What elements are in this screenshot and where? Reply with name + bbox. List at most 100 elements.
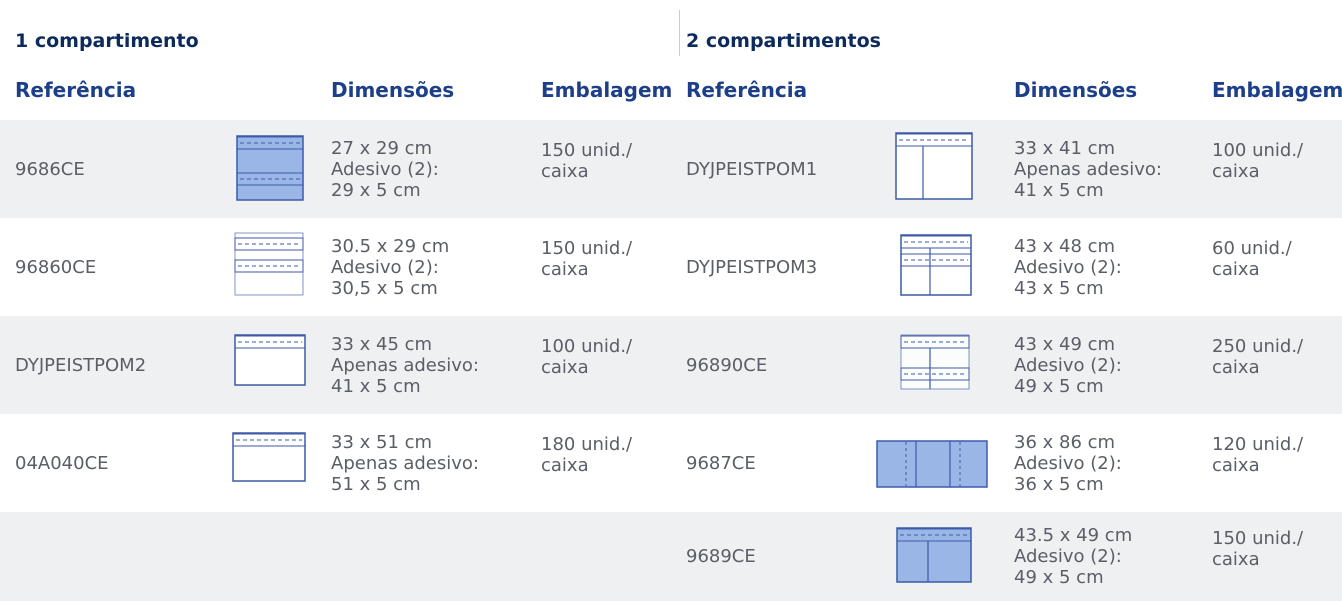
packaging-line: 60 unid./ — [1212, 238, 1292, 259]
column-header: Embalagem — [541, 78, 673, 102]
dimension-line: Adesivo (2): — [1014, 452, 1122, 474]
reference-text: DYJPEISTPOM1 — [686, 158, 818, 180]
reference-text: 9687CE — [686, 452, 756, 474]
dimension-line: 33 x 51 cm — [331, 431, 433, 453]
dimension-line: Apenas adesivo: — [1014, 158, 1162, 180]
dimension-line: Adesivo (2): — [1014, 546, 1122, 567]
row-background — [0, 512, 1342, 601]
reference-text: DYJPEISTPOM2 — [15, 354, 147, 376]
reference: DYJPEISTPOM1 — [686, 120, 817, 218]
dimension-line: 29 x 5 cm — [331, 179, 421, 201]
packaging-line: caixa — [1212, 548, 1260, 570]
dimension-line: 49 x 5 cm — [1014, 567, 1104, 588]
reference-text: 9686CE — [15, 158, 85, 180]
dimension-line: 30,5 x 5 cm — [331, 277, 438, 299]
dimension-line: 30.5 x 29 cm — [331, 235, 450, 257]
packaging-line: 150 unid./ — [1212, 527, 1304, 549]
dimension-line: 36 x 86 cm — [1014, 431, 1116, 453]
packaging: 120 unid./caixa — [1212, 406, 1303, 504]
dimensions: 33 x 41 cm Apenas adesivo: 41 x 5 cm — [1014, 120, 1162, 218]
packaging-line: 100 unid./ — [1212, 140, 1304, 161]
row-background — [0, 316, 1342, 414]
dimension-line: Apenas adesivo: — [331, 354, 479, 376]
reference: 96890CE — [686, 316, 767, 414]
dimensions: 43 x 49 cm Adesivo (2): 49 x 5 cm — [1014, 316, 1122, 414]
dimensions: 43.5 x 49 cm Adesivo (2): 49 x 5 cm — [1014, 512, 1132, 601]
packaging: 100 unid./caixa — [541, 308, 632, 406]
dimension-line: Apenas adesivo: — [331, 452, 479, 474]
packaging: 60 unid./caixa — [1212, 210, 1292, 308]
product-icon — [236, 135, 304, 201]
column-header: Dimensões — [331, 78, 455, 102]
dimension-line: Adesivo (2): — [1014, 354, 1122, 376]
reference: 04A040CE — [15, 414, 109, 512]
packaging-line: caixa — [1212, 455, 1260, 476]
reference-text: 96890CE — [686, 354, 768, 376]
packaging-line: caixa — [541, 259, 589, 280]
dimension-line: Adesivo (2): — [1014, 256, 1122, 278]
dimension-line: 43 x 49 cm — [1014, 333, 1116, 355]
reference-text: 04A040CE — [15, 452, 109, 474]
dimension-line: 33 x 41 cm — [1014, 137, 1116, 159]
product-icon — [234, 334, 306, 386]
section-title: 1 compartimento — [15, 30, 199, 52]
dimension-line: 33 x 45 cm — [331, 333, 433, 355]
packaging: 100 unid./caixa — [1212, 112, 1303, 210]
section-title: 2 compartimentos — [686, 30, 881, 52]
packaging-line: 180 unid./ — [541, 434, 633, 455]
dimension-line: 41 x 5 cm — [1014, 179, 1104, 201]
packaging-line: caixa — [1212, 161, 1260, 182]
column-header: Embalagem — [1212, 78, 1342, 102]
dimension-line: 36 x 5 cm — [1014, 473, 1104, 495]
packaging-line: caixa — [1212, 357, 1260, 378]
packaging: 150 unid./caixa — [541, 210, 632, 308]
reference: 96860CE — [15, 218, 96, 316]
dimension-line: 41 x 5 cm — [331, 375, 421, 397]
reference: 9689CE — [686, 512, 756, 601]
packaging-line: caixa — [541, 161, 589, 182]
dimension-line: 43 x 5 cm — [1014, 277, 1104, 299]
reference-text: DYJPEISTPOM3 — [686, 256, 818, 278]
reference-text: 9689CE — [686, 546, 756, 567]
product-icon — [900, 334, 970, 390]
dimensions: 36 x 86 cm Adesivo (2): 36 x 5 cm — [1014, 414, 1122, 512]
packaging-line: caixa — [1212, 259, 1260, 280]
packaging-line: 120 unid./ — [1212, 434, 1304, 455]
packaging-line: 250 unid./ — [1212, 336, 1304, 357]
reference-text: 96860CE — [15, 256, 97, 278]
column-header: Referência — [15, 78, 137, 102]
dimensions: 33 x 45 cm Apenas adesivo: 41 x 5 cm — [331, 316, 479, 414]
dimension-line: Adesivo (2): — [331, 158, 439, 180]
packaging: 250 unid./caixa — [1212, 308, 1303, 406]
packaging: 150 unid./caixa — [1212, 504, 1303, 593]
packaging: 180 unid./caixa — [541, 406, 632, 504]
dimension-line: 43.5 x 49 cm — [1014, 525, 1133, 546]
dimensions: 43 x 48 cm Adesivo (2): 43 x 5 cm — [1014, 218, 1122, 316]
product-icon — [895, 132, 973, 200]
reference: DYJPEISTPOM2 — [15, 316, 146, 414]
section-divider — [679, 10, 680, 56]
column-header: Referência — [686, 78, 808, 102]
product-icon — [876, 440, 988, 488]
packaging-line: 100 unid./ — [541, 336, 633, 357]
dimension-line: Adesivo (2): — [331, 256, 439, 278]
packaging: 150 unid./caixa — [541, 112, 632, 210]
dimension-line: 43 x 48 cm — [1014, 235, 1116, 257]
dimension-line: 49 x 5 cm — [1014, 375, 1104, 397]
dimensions: 30.5 x 29 cm Adesivo (2): 30,5 x 5 cm — [331, 218, 449, 316]
product-icon — [896, 527, 972, 583]
product-icon — [900, 234, 972, 296]
reference: 9687CE — [686, 414, 756, 512]
dimensions: 33 x 51 cm Apenas adesivo: 51 x 5 cm — [331, 414, 479, 512]
packaging-line: caixa — [541, 455, 589, 476]
reference: DYJPEISTPOM3 — [686, 218, 817, 316]
row-background — [0, 120, 1342, 218]
packaging-line: 150 unid./ — [541, 140, 633, 161]
dimension-line: 27 x 29 cm — [331, 137, 433, 159]
reference: 9686CE — [15, 120, 85, 218]
product-icon — [232, 432, 306, 482]
packaging-line: 150 unid./ — [541, 238, 633, 259]
product-icon — [234, 232, 304, 296]
dimensions: 27 x 29 cm Adesivo (2): 29 x 5 cm — [331, 120, 439, 218]
